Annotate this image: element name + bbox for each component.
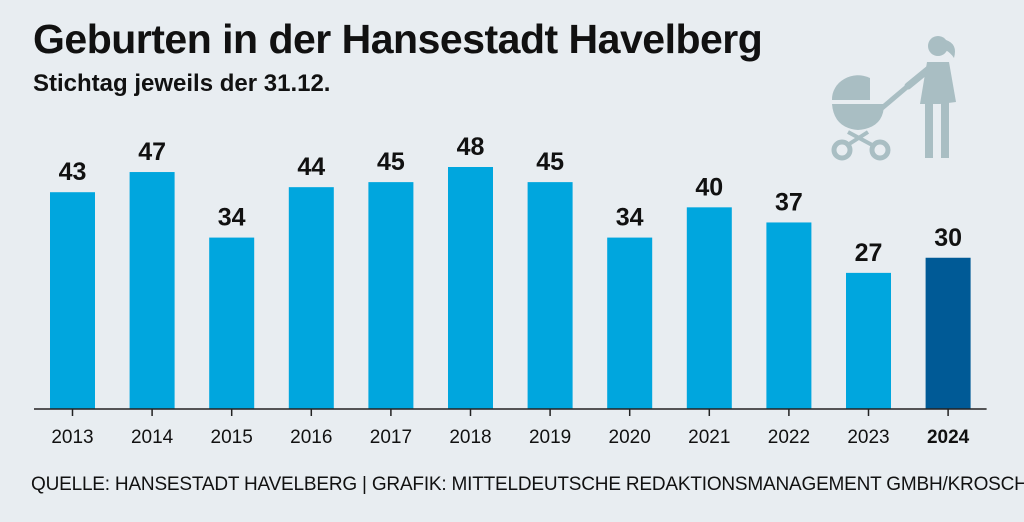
x-tick-label-2015: 2015 bbox=[211, 427, 253, 448]
value-label-2017: 45 bbox=[377, 148, 405, 176]
bar-2023 bbox=[846, 272, 891, 409]
x-ticks-group bbox=[71, 409, 949, 416]
value-label-2016: 44 bbox=[297, 153, 325, 181]
value-label-2015: 34 bbox=[218, 204, 246, 232]
bar-2019 bbox=[527, 182, 573, 409]
x-tick-label-2014: 2014 bbox=[131, 427, 174, 448]
bar-2014 bbox=[129, 172, 175, 409]
x-tick-label-2024: 2024 bbox=[927, 427, 970, 448]
x-tick-label-2021: 2021 bbox=[688, 427, 730, 448]
x-tick-label-2022: 2022 bbox=[768, 427, 810, 448]
chart-title: Geburten in der Hansestadt Havelberg bbox=[33, 16, 763, 62]
bar-2020 bbox=[607, 237, 653, 409]
source-credit: QUELLE: HANSESTADT HAVELBERG | GRAFIK: M… bbox=[31, 474, 1024, 495]
value-label-2021: 40 bbox=[695, 173, 723, 201]
x-tick-labels-group: 2013 2014 2015 2016 2017 2018 2019 2020 2021 2022… bbox=[51, 427, 969, 448]
x-tick-label-2016: 2016 bbox=[290, 427, 332, 448]
value-label-2024: 30 bbox=[934, 224, 962, 252]
bar-2017 bbox=[368, 182, 414, 409]
x-tick-label-2018: 2018 bbox=[449, 427, 491, 448]
value-label-2019: 45 bbox=[536, 148, 564, 176]
chart-subtitle: Stichtag jeweils der 31.12. bbox=[33, 70, 331, 97]
bar-2022 bbox=[766, 222, 812, 409]
value-label-2023: 27 bbox=[855, 239, 883, 267]
value-labels-group: 43 47 34 44 45 48 45 34 40 37 27 30 bbox=[59, 133, 962, 267]
bar-2015 bbox=[209, 237, 255, 409]
value-label-2014: 47 bbox=[138, 138, 166, 166]
x-tick-label-2019: 2019 bbox=[529, 427, 571, 448]
person-with-stroller-icon bbox=[831, 36, 956, 161]
bar-2018 bbox=[448, 167, 493, 409]
x-tick-label-2017: 2017 bbox=[370, 427, 412, 448]
bar-2024 bbox=[925, 257, 971, 409]
x-tick-label-2020: 2020 bbox=[609, 427, 651, 448]
bar-2013 bbox=[50, 192, 95, 409]
bars-group bbox=[50, 167, 971, 409]
bar-2016 bbox=[288, 187, 334, 409]
x-tick-label-2023: 2023 bbox=[847, 427, 889, 448]
value-label-2013: 43 bbox=[59, 158, 87, 186]
bar-2021 bbox=[686, 207, 732, 409]
value-label-2018: 48 bbox=[457, 133, 485, 161]
value-label-2022: 37 bbox=[775, 188, 803, 216]
value-label-2020: 34 bbox=[616, 204, 644, 232]
x-tick-label-2013: 2013 bbox=[51, 427, 93, 448]
